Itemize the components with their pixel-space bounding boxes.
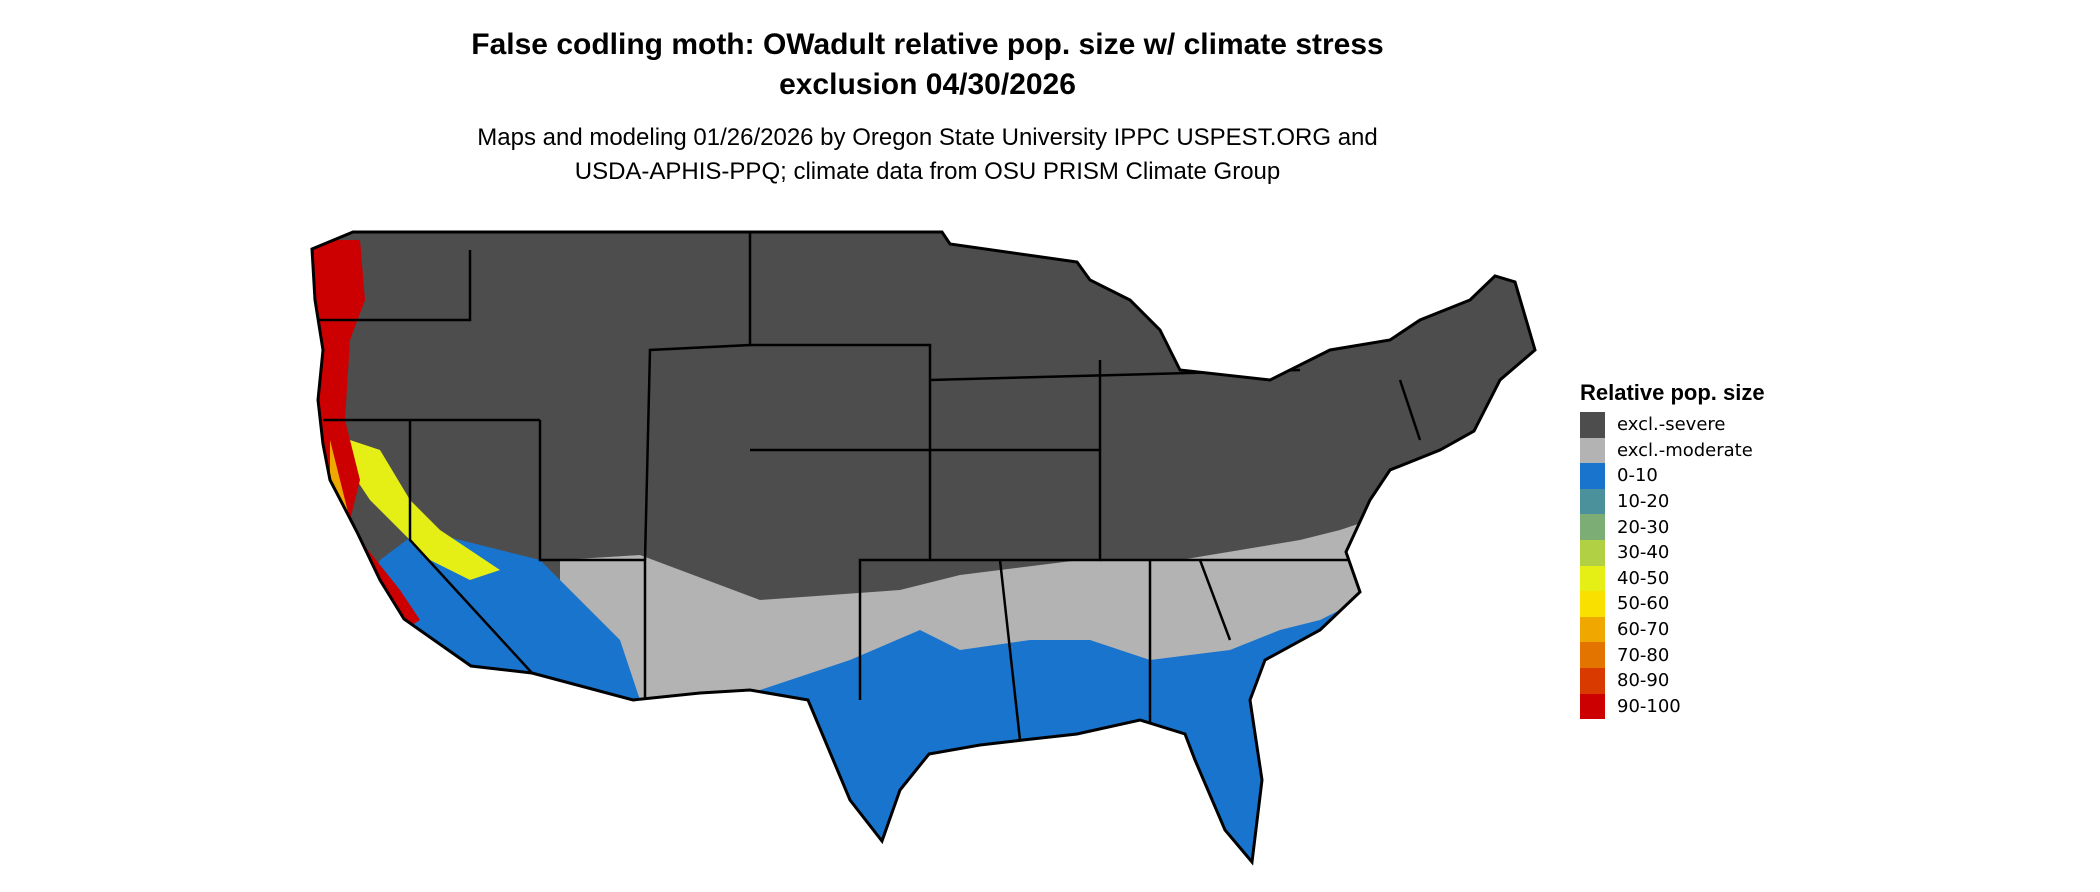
map-title-line2: exclusion 04/30/2026	[779, 68, 1076, 101]
legend-swatch	[1580, 488, 1605, 515]
legend-item: 30-40	[1580, 539, 1765, 566]
legend-label: 40-50	[1617, 567, 1670, 589]
legend-label: excl.-severe	[1617, 414, 1726, 436]
legend-swatch	[1580, 565, 1605, 592]
legend-item: 60-70	[1580, 616, 1765, 643]
legend-swatch	[1580, 591, 1605, 617]
legend-label: excl.-moderate	[1617, 439, 1753, 461]
legend-label: 70-80	[1617, 644, 1670, 666]
legend-label: 50-60	[1617, 593, 1670, 615]
legend-label: 30-40	[1617, 542, 1670, 564]
legend-item: 90-100	[1580, 693, 1765, 720]
legend-item: excl.-moderate	[1580, 437, 1765, 464]
map-subtitle-line2: USDA-APHIS-PPQ; climate data from OSU PR…	[574, 158, 1281, 185]
legend-label: 0-10	[1617, 465, 1658, 487]
legend-swatch	[1580, 412, 1605, 438]
legend-label: 90-100	[1617, 695, 1681, 717]
legend-label: 10-20	[1617, 491, 1670, 513]
legend-swatch	[1580, 667, 1605, 694]
legend-title: Relative pop. size	[1580, 380, 1765, 405]
legend-swatch	[1580, 539, 1605, 566]
legend-item: 20-30	[1580, 514, 1765, 540]
legend-label: 80-90	[1617, 670, 1670, 692]
legend-label: 60-70	[1617, 619, 1670, 641]
map-subtitle-line1: Maps and modeling 01/26/2026 by Oregon S…	[477, 124, 1378, 151]
legend-swatch	[1580, 437, 1605, 464]
legend-label: 20-30	[1617, 516, 1670, 538]
legend-item: 80-90	[1580, 667, 1765, 694]
legend-swatch	[1580, 616, 1605, 643]
legend-swatch	[1580, 514, 1605, 540]
legend-item: 70-80	[1580, 642, 1765, 668]
socal-high-region	[360, 540, 420, 630]
legend-item: 50-60	[1580, 591, 1765, 617]
legend-item: 0-10	[1580, 463, 1765, 489]
legend: Relative pop. size excl.-severe excl.-mod…	[1580, 380, 1765, 720]
legend-item: 10-20	[1580, 488, 1765, 515]
map-title-line1: False codling moth: OWadult relative pop…	[471, 28, 1384, 61]
legend-swatch	[1580, 693, 1605, 720]
legend-item: excl.-severe	[1580, 412, 1765, 438]
california-valley-region	[350, 440, 500, 580]
legend-swatch	[1580, 463, 1605, 489]
legend-swatch	[1580, 642, 1605, 668]
legend-item: 40-50	[1580, 565, 1765, 592]
